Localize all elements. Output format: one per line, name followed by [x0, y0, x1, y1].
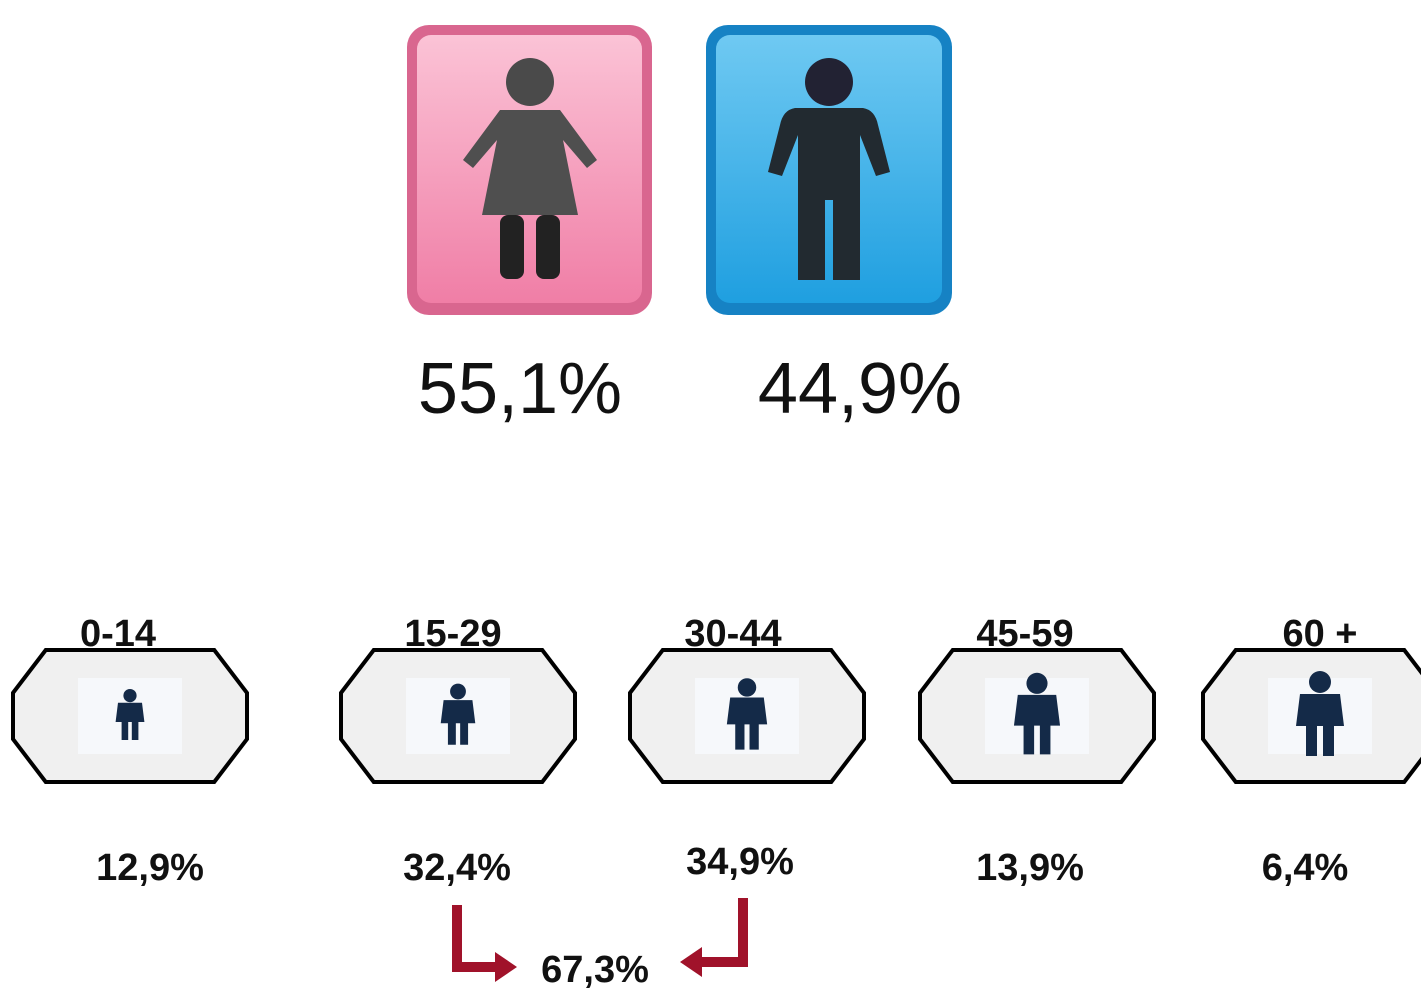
age-range: 15-29	[404, 613, 501, 655]
combined-share: 67,3%	[541, 949, 649, 991]
person-icon	[1309, 671, 1331, 693]
age-range: 60 +	[1282, 613, 1357, 655]
age-share: 34,9%	[686, 841, 794, 883]
person-icon	[726, 697, 768, 750]
age-range: 30-44	[684, 613, 781, 655]
person-icon	[115, 702, 145, 740]
person-icon	[450, 683, 466, 700]
person-icon	[1026, 672, 1048, 694]
person-icon	[440, 700, 476, 745]
age-groups: 0-14 12,9% 15-29 32,4% 30-44 34,9% 45-59 13,9% 6…	[11, 613, 1421, 889]
male-card	[706, 25, 952, 315]
person-icon	[1296, 694, 1344, 756]
person-icon	[737, 678, 757, 697]
person-icon	[1013, 694, 1061, 755]
female-share: 55,1%	[418, 349, 622, 429]
female-card	[407, 25, 652, 315]
age-share: 6,4%	[1262, 847, 1349, 889]
age-share: 12,9%	[96, 847, 204, 889]
sum-arrows	[452, 898, 748, 982]
male-share: 44,9%	[758, 349, 962, 429]
age-range: 0-14	[80, 613, 156, 655]
age-share: 13,9%	[976, 847, 1084, 889]
age-share: 32,4%	[403, 847, 511, 889]
age-range: 45-59	[976, 613, 1073, 655]
person-icon	[123, 689, 137, 703]
